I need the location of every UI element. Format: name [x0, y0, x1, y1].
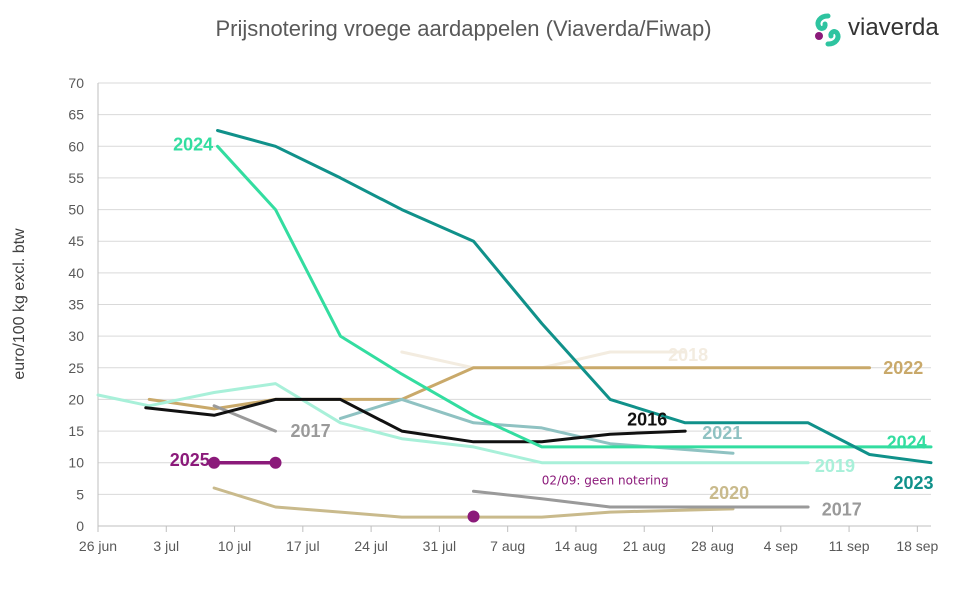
y-tick-label: 60	[68, 138, 84, 154]
x-tick-label: 24 jul	[354, 538, 387, 554]
y-tick-label: 20	[68, 391, 84, 407]
series-labels: 2018 2022 2017 2021 2019 2016 2020 2017 2024 2024…	[170, 134, 934, 519]
series-line-2021	[338, 397, 735, 455]
y-tick-label: 30	[68, 328, 84, 344]
series-lines	[96, 129, 933, 519]
series-line-2017	[472, 489, 810, 509]
series-label-2016: 2016	[627, 410, 667, 430]
y-tick-label: 25	[68, 360, 84, 376]
series-line-2019	[96, 382, 810, 465]
x-tick-label: 4 sep	[764, 538, 798, 554]
series-label-2025: 2025	[170, 450, 210, 470]
series-label-2024-start: 2024	[173, 134, 213, 154]
y-tick-label: 65	[68, 107, 84, 123]
data-point-2025	[269, 456, 282, 469]
series-markers	[208, 456, 480, 523]
series-label-2020: 2020	[709, 483, 749, 503]
series-line-2020	[212, 486, 735, 519]
logo-text: viaverda	[848, 14, 939, 41]
data-point-2025-single	[467, 510, 480, 523]
x-tick-label: 18 sep	[896, 538, 938, 554]
x-tick-label: 31 jul	[423, 538, 456, 554]
x-tick-label: 21 aug	[623, 538, 666, 554]
data-point-2025	[208, 456, 221, 469]
x-tick-label: 10 jul	[218, 538, 251, 554]
y-tick-label: 45	[68, 233, 84, 249]
y-tick-label: 5	[76, 486, 84, 502]
y-tick-label: 50	[68, 202, 84, 218]
y-tick-label: 15	[68, 423, 84, 439]
chart-title: Prijsnotering vroege aardappelen (Viaver…	[215, 16, 712, 41]
x-tick-label: 7 aug	[490, 538, 525, 554]
viaverda-logo: viaverda	[810, 10, 960, 50]
y-tick-label: 55	[68, 170, 84, 186]
viaverda-logo-icon	[815, 13, 841, 47]
y-tick-label: 35	[68, 297, 84, 313]
series-line-2018	[400, 350, 687, 370]
series-line-2017	[212, 404, 277, 433]
x-tick-label: 3 jul	[153, 538, 179, 554]
series-label-2021: 2021	[702, 423, 742, 443]
y-tick-label: 10	[68, 455, 84, 471]
y-axis-label: euro/100 kg excl. btw	[11, 228, 28, 380]
x-tick-label: 14 aug	[555, 538, 598, 554]
series-line-2024	[216, 144, 933, 449]
y-tick-label: 0	[76, 518, 84, 534]
series-line-2023	[216, 129, 933, 465]
y-tick-labels: 0 5 10 15 20 25 30 35 40 45 50 55 60 65 70	[68, 75, 84, 534]
y-tick-label: 40	[68, 265, 84, 281]
series-label-2023: 2023	[893, 473, 933, 493]
series-label-2017: 2017	[822, 500, 862, 520]
x-tick-label: 17 jul	[286, 538, 319, 554]
series-label-2022: 2022	[883, 358, 923, 378]
x-tick-label: 26 jun	[79, 538, 117, 554]
series-label-2018: 2018	[668, 345, 708, 365]
y-tick-label: 70	[68, 75, 84, 91]
series-label-2017: 2017	[291, 421, 331, 441]
series-label-2019: 2019	[815, 456, 855, 476]
series-label-2024: 2024	[887, 432, 927, 452]
x-tick-label: 28 aug	[691, 538, 734, 554]
x-tick-label: 11 sep	[829, 538, 870, 554]
series-line-2016	[144, 397, 687, 444]
chart-annotation: 02/09: geen notering	[542, 473, 669, 487]
x-tick-labels: 26 jun 3 jul 10 jul 17 jul 24 jul 31 jul 7 aug…	[79, 538, 939, 554]
